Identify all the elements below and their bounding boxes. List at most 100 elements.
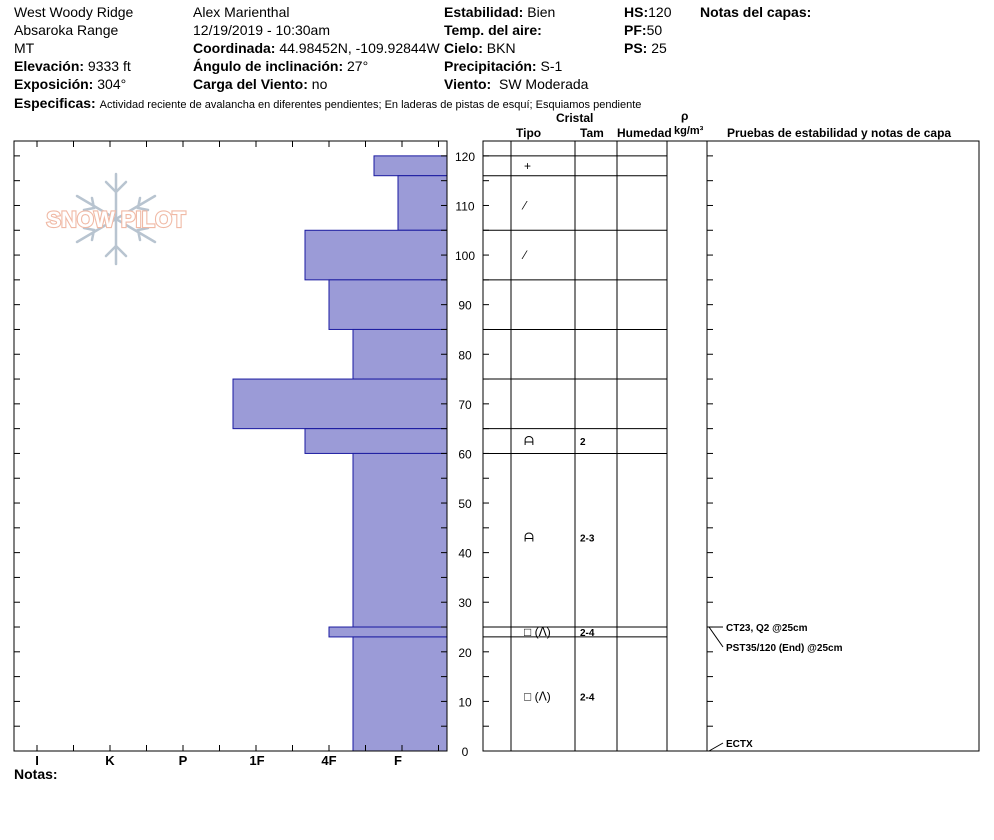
elevation: Elevación: 9333 ft bbox=[14, 58, 131, 74]
grain-size-6: 2-4 bbox=[580, 692, 595, 703]
specifics-value: Actividad reciente de avalancha en difer… bbox=[99, 99, 642, 111]
pf-value: 50 bbox=[646, 22, 663, 38]
hardness-layer-bar-9 bbox=[352, 636, 448, 752]
observer-name: Alex Marienthal bbox=[193, 4, 290, 20]
grain-size-4: 2-3 bbox=[580, 534, 595, 545]
hardness-layer-bar-0 bbox=[373, 155, 448, 177]
wind: Viento: SW Moderada bbox=[444, 76, 588, 92]
wind-loading-value: no bbox=[311, 76, 328, 92]
precip-label: Precipitación: bbox=[444, 58, 537, 74]
hardness-axis-label: 4F bbox=[321, 753, 336, 768]
depth-tick-label: 30 bbox=[458, 596, 472, 610]
depth-tick-label: 10 bbox=[458, 695, 472, 709]
grain-type-6: □ (ᐱ) bbox=[524, 689, 551, 703]
pf-label: PF: bbox=[624, 22, 647, 38]
grain-type-4: ᗩ bbox=[524, 531, 534, 545]
coordinates-value: 44.98452N, -109.92844W bbox=[279, 40, 440, 56]
hs-value: 120 bbox=[648, 4, 672, 20]
col-cristal: Cristal bbox=[556, 111, 594, 125]
hardness-layer-bar-1 bbox=[397, 175, 448, 231]
grain-type-3: ᗩ bbox=[524, 434, 534, 448]
ps: PS: 25 bbox=[624, 40, 667, 56]
specifics: Especificas: Actividad reciente de avala… bbox=[14, 95, 641, 113]
col-humedad: Humedad bbox=[617, 126, 672, 140]
hardness-plot-frame bbox=[13, 140, 448, 752]
stability-test-1: PST35/120 (End) @25cm bbox=[726, 643, 843, 654]
test-pointer-2 bbox=[708, 742, 724, 752]
col-density-unit: kg/m³ bbox=[674, 125, 704, 137]
slope-angle: Ángulo de inclinación: 27° bbox=[193, 58, 368, 74]
col-tipo: Tipo bbox=[516, 126, 542, 140]
notes-label: Notas: bbox=[14, 766, 58, 782]
stability-test-2: ECTX bbox=[726, 739, 753, 750]
depth-tick-label: 0 bbox=[462, 745, 469, 759]
depth-tick-label: 50 bbox=[458, 497, 472, 511]
hardness-axis-label: 1F bbox=[249, 753, 264, 768]
hardness-layer-bar-7 bbox=[352, 452, 448, 628]
col-tam: Tam bbox=[580, 126, 604, 140]
hardness-layer-bar-5 bbox=[232, 378, 448, 430]
specifics-label: Especificas: bbox=[14, 95, 96, 111]
pf: PF:50 bbox=[624, 22, 662, 38]
precip-value: S-1 bbox=[540, 58, 563, 74]
sky: Cielo: BKN bbox=[444, 40, 516, 56]
snowpilot-logo: SNOW PILOT bbox=[45, 172, 187, 266]
depth-tick-label: 20 bbox=[458, 646, 472, 660]
layer-notes-label: Notas del capas: bbox=[700, 4, 812, 20]
hardness-axis-label: P bbox=[179, 753, 188, 768]
hardness-layer-bar-2 bbox=[304, 229, 448, 281]
test-pointer-1 bbox=[708, 626, 724, 648]
depth-tick-label: 70 bbox=[458, 398, 472, 412]
grain-type-5: □ (ᐱ) bbox=[524, 625, 551, 639]
hs: HS:120 bbox=[624, 4, 671, 20]
hardness-layer-bar-4 bbox=[352, 328, 448, 380]
col-rho: ρ bbox=[681, 109, 689, 123]
mountain-range: Absaroka Range bbox=[14, 22, 119, 38]
grain-type-1: ⁄ bbox=[521, 198, 528, 212]
stability-label: Estabilidad: bbox=[444, 4, 524, 20]
depth-tick-label: 90 bbox=[458, 299, 472, 313]
hardness-layer-bar-3 bbox=[328, 279, 448, 330]
wind-loading: Carga del Viento: no bbox=[193, 76, 327, 92]
snowpilot-logo-text: SNOW PILOT bbox=[46, 207, 186, 232]
stability-test-0: CT23, Q2 @25cm bbox=[726, 623, 808, 634]
depth-tick-label: 100 bbox=[455, 249, 475, 263]
hardness-axis-label: K bbox=[105, 753, 115, 768]
wind-value: SW Moderada bbox=[498, 76, 589, 92]
grain-type-0: + bbox=[524, 159, 531, 173]
depth-tick-label: 110 bbox=[455, 199, 474, 213]
slope-angle-value: 27° bbox=[347, 58, 369, 74]
hardness-layer-bar-6 bbox=[304, 428, 448, 454]
aspect-value: 304° bbox=[97, 76, 127, 92]
stability-value: Bien bbox=[527, 4, 556, 20]
air-temperature: Temp. del aire: bbox=[444, 22, 542, 38]
depth-tick-label: 120 bbox=[455, 150, 475, 164]
aspect-label: Exposición: bbox=[14, 76, 94, 92]
sky-label: Cielo: bbox=[444, 40, 483, 56]
state: MT bbox=[14, 40, 35, 56]
depth-tick-label: 40 bbox=[458, 547, 472, 561]
grain-type-2: ⁄ bbox=[521, 248, 528, 262]
stability: Estabilidad: Bien bbox=[444, 4, 555, 20]
layers-table-frame bbox=[482, 140, 980, 752]
observation-datetime: 12/19/2019 - 10:30am bbox=[193, 22, 330, 38]
precipitation: Precipitación: S-1 bbox=[444, 58, 562, 74]
sky-value: BKN bbox=[486, 40, 516, 56]
elevation-label: Elevación: bbox=[14, 58, 85, 74]
col-tests-title: Pruebas de estabilidad y notas de capa bbox=[727, 126, 952, 140]
hardness-axis-label: I bbox=[35, 753, 39, 768]
site-name: West Woody Ridge bbox=[14, 4, 134, 20]
ps-label: PS: bbox=[624, 40, 648, 56]
coordinates-label: Coordinada: bbox=[193, 40, 276, 56]
grain-size-3: 2 bbox=[580, 437, 586, 448]
wind-loading-label: Carga del Viento: bbox=[193, 76, 308, 92]
coordinates: Coordinada: 44.98452N, -109.92844W bbox=[193, 40, 440, 56]
slope-angle-label: Ángulo de inclinación: bbox=[193, 58, 344, 74]
hardness-layer-bar-8 bbox=[328, 626, 448, 638]
air-temp-label: Temp. del aire: bbox=[444, 22, 542, 38]
aspect: Exposición: 304° bbox=[14, 76, 126, 92]
depth-tick-label: 80 bbox=[458, 348, 472, 362]
grain-size-5: 2-4 bbox=[580, 628, 595, 639]
ps-value: 25 bbox=[651, 40, 667, 56]
